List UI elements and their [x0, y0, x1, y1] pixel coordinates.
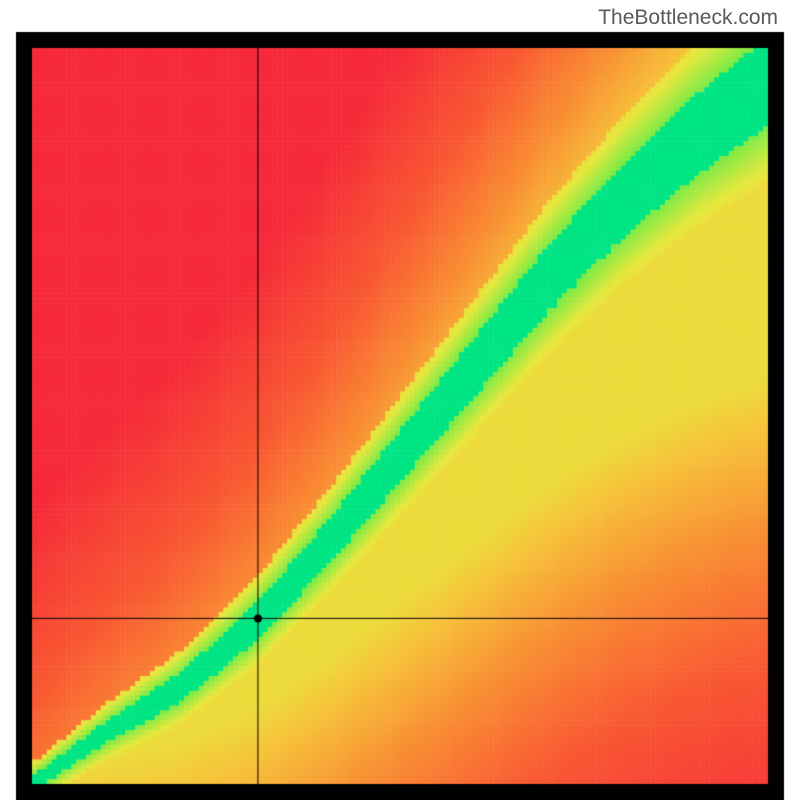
bottleneck-heatmap: [0, 0, 800, 800]
chart-container: TheBottleneck.com: [0, 0, 800, 800]
watermark-text: TheBottleneck.com: [598, 6, 778, 30]
